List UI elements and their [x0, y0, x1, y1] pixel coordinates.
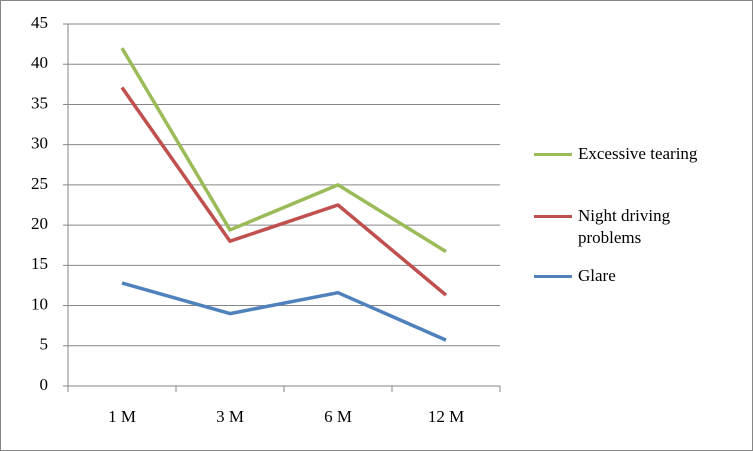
y-tick-label: 25 — [31, 174, 48, 193]
x-tick-label: 6 M — [324, 407, 352, 426]
y-tick-label: 20 — [31, 214, 48, 233]
x-tick-label: 3 M — [216, 407, 244, 426]
legend-entry: Glare — [534, 265, 744, 287]
y-tick-label: 15 — [31, 254, 48, 273]
legend-entry: Excessive tearing — [534, 143, 744, 165]
y-tick-label: 0 — [40, 375, 49, 394]
x-tick-label: 12 M — [428, 407, 464, 426]
legend-entry: Night driving problems — [534, 205, 744, 249]
y-tick-label: 40 — [31, 53, 48, 72]
series-line — [120, 86, 448, 297]
legend-label: Excessive tearing — [578, 144, 698, 163]
legend-label: Night driving problems — [578, 206, 671, 247]
y-tick-label: 10 — [31, 294, 48, 313]
legend-swatch — [534, 215, 572, 218]
legend-swatch — [534, 275, 572, 278]
y-tick-label: 35 — [31, 93, 48, 112]
x-tick-label: 1 M — [108, 407, 136, 426]
legend-label: Glare — [578, 266, 616, 285]
series-line — [120, 47, 447, 254]
y-tick-label: 5 — [40, 335, 49, 354]
y-tick-label: 30 — [31, 134, 48, 153]
series-line — [121, 281, 447, 342]
legend-swatch — [534, 153, 572, 156]
y-tick-label: 45 — [31, 13, 48, 32]
